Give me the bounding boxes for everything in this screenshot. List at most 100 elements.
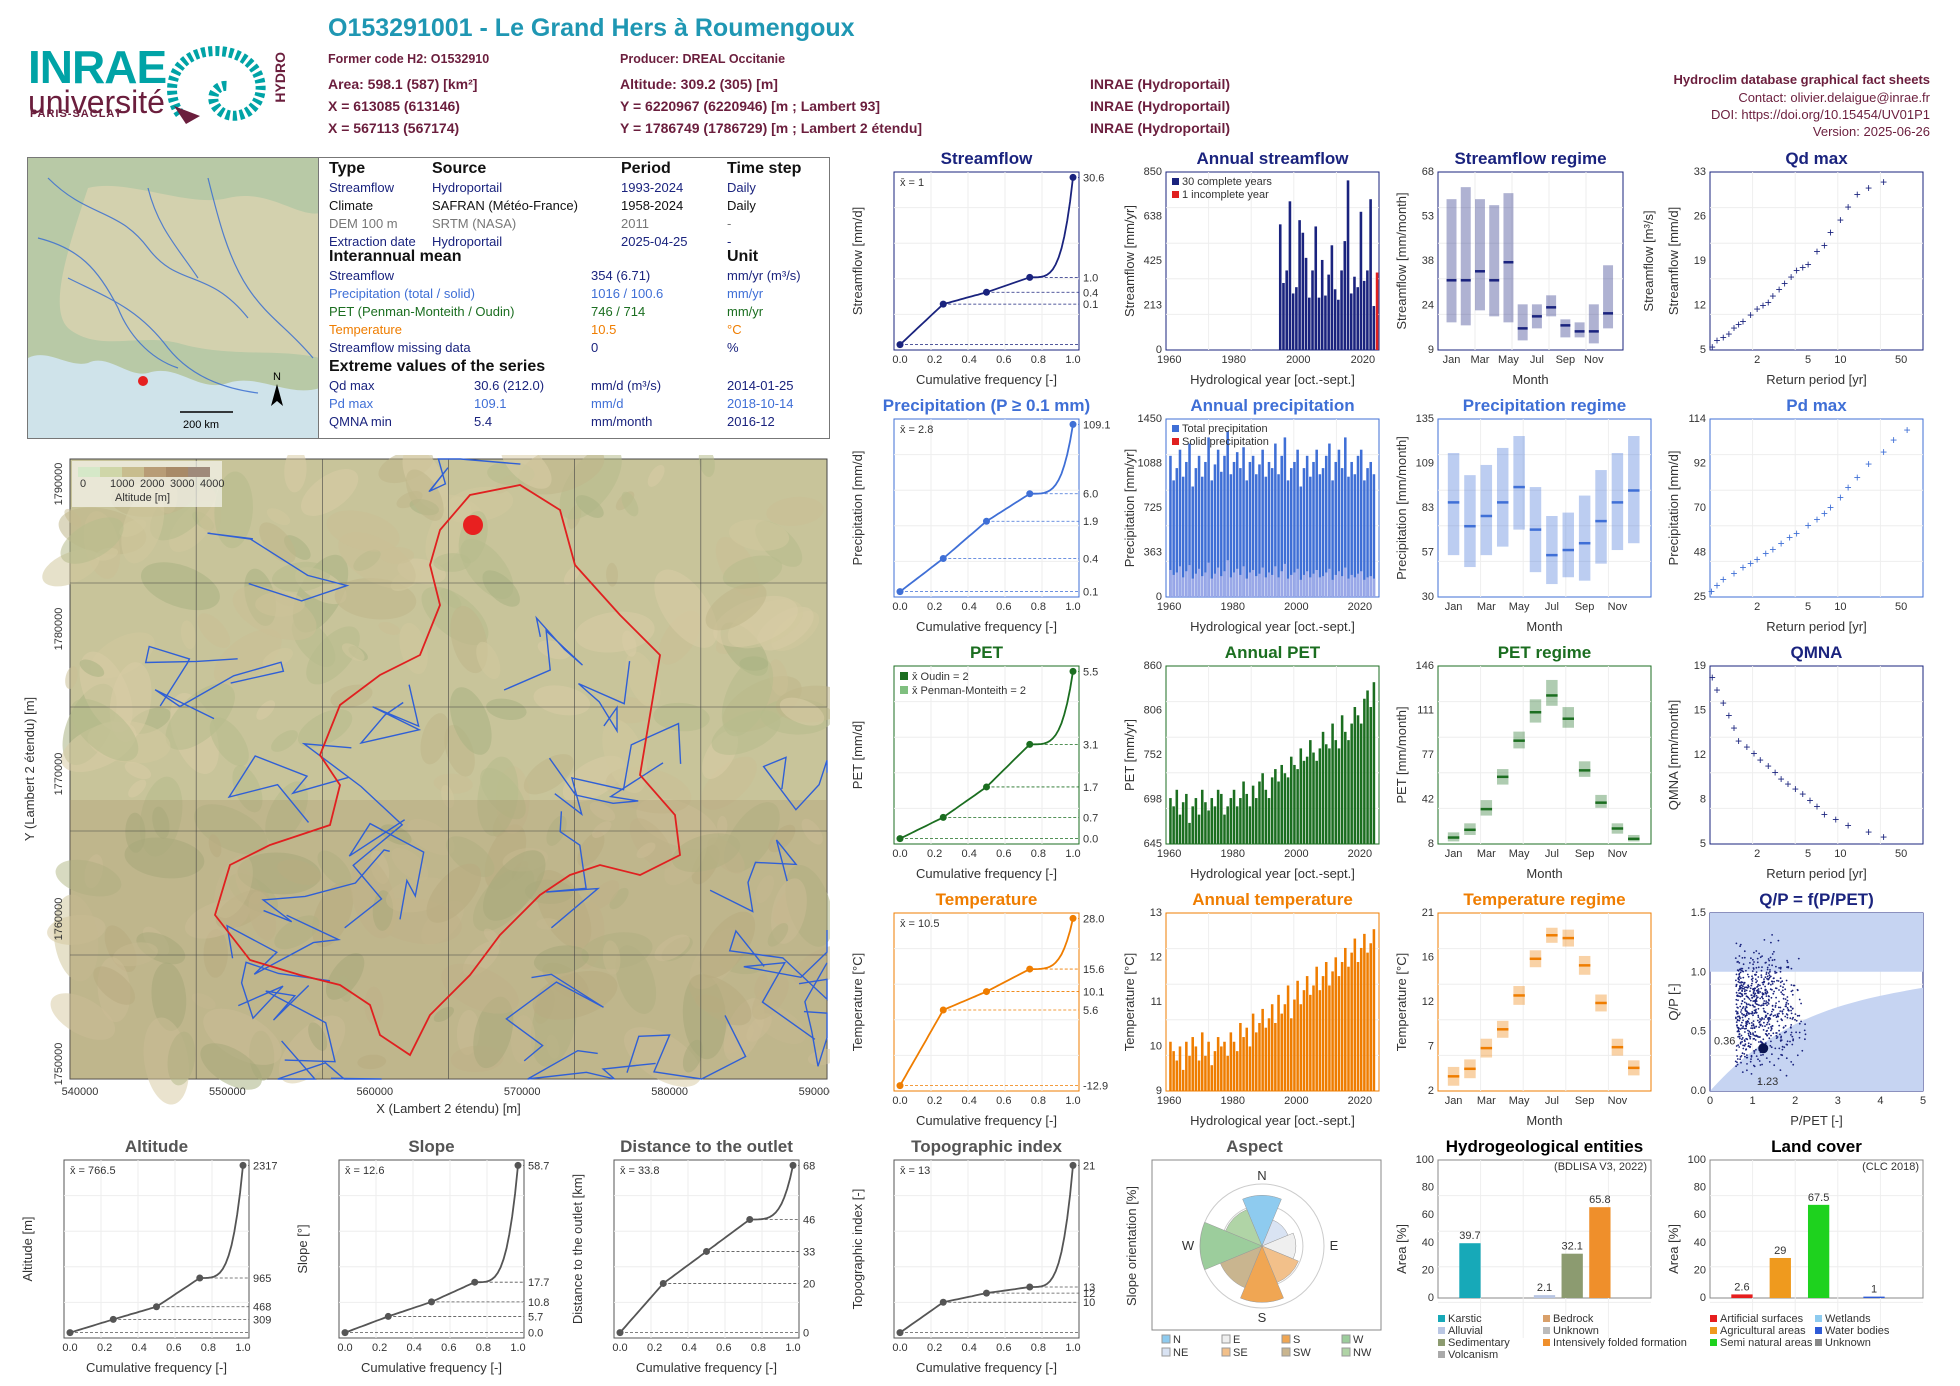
bar	[1213, 1051, 1217, 1091]
scatter-point	[1786, 996, 1789, 998]
x-tick-label: 1.0	[1065, 354, 1080, 366]
bar	[1324, 295, 1327, 350]
scatter-point	[1739, 1041, 1742, 1044]
scatter-point	[1747, 984, 1750, 987]
scatter-point	[1762, 1053, 1764, 1056]
scatter-point	[1792, 1039, 1794, 1042]
chart-title: PET regime	[1498, 643, 1592, 662]
panel-annual_precip: Annual precipitation Hydrological year [o…	[1122, 396, 1387, 637]
bar	[1185, 1041, 1188, 1091]
x-tick-label: 1.0	[785, 1342, 800, 1354]
chart-annual_temp: Annual temperature Hydrological year [oct…	[1122, 890, 1380, 1128]
chart-title: Slope	[408, 1137, 454, 1156]
bar	[1285, 270, 1288, 350]
scatter-point	[1766, 1012, 1769, 1015]
scatter-point	[1741, 987, 1744, 990]
scatter-point	[1742, 1019, 1744, 1022]
plot-area	[1437, 171, 1624, 351]
bar-value-label: 39.7	[1459, 1230, 1480, 1242]
bar	[1340, 270, 1343, 350]
y-axis-label: Streamflow [mm/d]	[850, 207, 865, 315]
bar	[1315, 449, 1318, 597]
scatter-point: +	[1769, 543, 1776, 557]
x-tick-label: 1.0	[1065, 601, 1080, 613]
scatter-point	[1780, 1053, 1782, 1056]
scatter-point	[1779, 1033, 1781, 1036]
mean-unit: °C	[727, 322, 742, 337]
bar	[1296, 980, 1299, 1091]
bar	[1242, 1037, 1245, 1091]
bar	[1314, 226, 1318, 350]
scatter-point	[1739, 1028, 1742, 1030]
mean-unit: mm/yr	[727, 286, 764, 301]
scatter-point	[1740, 981, 1743, 983]
scatter-point: +	[1762, 547, 1769, 561]
chart-precip_regime: Precipitation regime Month Precipitation […	[1394, 396, 1652, 634]
cdf-point	[746, 1215, 754, 1223]
bar	[1229, 798, 1233, 844]
mean-label: Precipitation (total / solid)	[329, 286, 475, 301]
mean-label: x̄ = 1	[900, 177, 924, 189]
scatter-point	[1743, 956, 1746, 959]
x-tick-label: 0.4	[407, 1342, 422, 1354]
aspect-sector	[1242, 1195, 1282, 1247]
scatter-point	[1761, 1025, 1764, 1027]
bar	[1175, 1060, 1179, 1091]
bar	[1185, 461, 1188, 597]
snow-bar	[1324, 572, 1328, 597]
scatter-point: +	[1778, 772, 1785, 786]
x-tick-label: 0.2	[927, 1095, 942, 1107]
snow-bar	[1344, 567, 1347, 597]
bar	[1210, 1065, 1214, 1091]
scatter-point	[1741, 957, 1744, 959]
legend-entry: NE	[1173, 1347, 1188, 1359]
right-tick-label: 0	[803, 1328, 809, 1340]
bar	[1172, 806, 1175, 844]
scatter-point	[1745, 969, 1747, 972]
info-cell-c: 2025-04-25	[621, 234, 688, 249]
snow-bar	[1255, 576, 1258, 597]
scatter-point	[1762, 1007, 1765, 1010]
scatter-point	[1760, 969, 1763, 972]
bar	[1346, 180, 1350, 350]
scatter-point	[1771, 980, 1774, 983]
scatter-point	[1803, 1029, 1806, 1032]
right-tick-label: 20	[803, 1278, 815, 1290]
scatter-point	[1743, 998, 1746, 1000]
y-tick-label: 8	[1428, 838, 1434, 850]
bar	[1330, 245, 1334, 350]
snow-bar	[1369, 576, 1373, 597]
x-axis-label: Return period [yr]	[1766, 866, 1866, 881]
scatter-point: +	[1781, 276, 1788, 290]
bar	[1305, 976, 1309, 1091]
x-tick-label: 0.8	[1031, 354, 1046, 366]
scatter-point	[1774, 1047, 1777, 1050]
right-tick-label: 1.9	[1083, 516, 1098, 528]
bar	[1333, 289, 1337, 350]
bar	[1248, 806, 1252, 844]
y-tick-label: 7	[1428, 1041, 1434, 1053]
scatter-point	[1737, 969, 1740, 972]
legend-tick: 3000	[170, 478, 194, 490]
x-tick-label: 0.6	[996, 601, 1011, 613]
bar	[1293, 764, 1296, 844]
x-tick-label: 2000	[1286, 354, 1310, 366]
bar	[1239, 468, 1242, 597]
scatter-point	[1779, 966, 1782, 969]
y-tick-label: 111	[1417, 705, 1434, 717]
bar	[1251, 785, 1255, 844]
scatter-point	[1754, 973, 1756, 976]
scatter-point	[1755, 1025, 1758, 1028]
scatter-point	[1752, 988, 1755, 990]
y-tick-label: 12	[1422, 996, 1434, 1008]
x-tick-label: 1960	[1157, 354, 1181, 366]
scatter-point	[1785, 1005, 1787, 1008]
bar	[1207, 810, 1210, 844]
scatter-point	[1741, 1016, 1744, 1019]
bar	[1286, 480, 1290, 597]
bar	[1232, 461, 1236, 597]
bar	[1344, 437, 1347, 597]
scatter-point	[1761, 966, 1763, 968]
scatter-point	[1755, 1000, 1758, 1002]
scatter-point	[1781, 1010, 1784, 1013]
